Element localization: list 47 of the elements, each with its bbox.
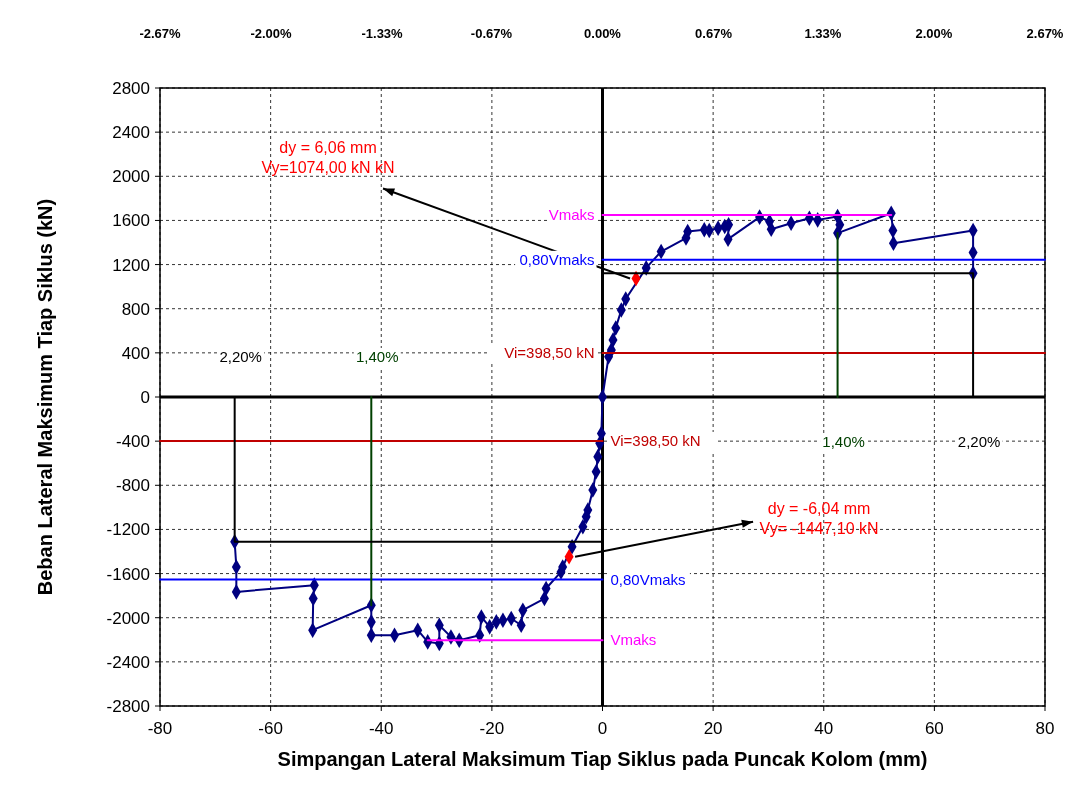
series-label: Vi=398,50 kN [504, 344, 595, 362]
x-tick-label: -60 [258, 719, 283, 738]
x2-tick-label: -2.00% [250, 26, 293, 41]
y-tick-label: 0 [140, 388, 150, 407]
x2-tick-label: -2.67% [139, 26, 182, 41]
x2-tick-label: -0.67% [470, 26, 513, 41]
x-tick-label: -20 [479, 719, 505, 738]
y-tick-label: 800 [121, 299, 150, 319]
x-axis-title: Simpangan Lateral Maksimum Tiap Siklus pada Puncak Kolom (mm) [277, 748, 928, 770]
y-tick-label: -1200 [106, 520, 150, 540]
x2-tick-label: 0.00% [584, 26, 622, 41]
text: 1,40% [822, 433, 865, 450]
x2-tick-label: 1.33% [804, 26, 842, 41]
y-tick-label: 2000 [112, 167, 150, 187]
x2-tick-label: 0.67% [695, 26, 733, 41]
x-tick-label: 0 [597, 719, 608, 738]
text: 2,20% [957, 433, 1001, 450]
x-tick-label: -80 [147, 719, 173, 738]
y-tick-label: -2800 [106, 697, 150, 716]
text: 2,20% [219, 348, 262, 365]
series-label: Vmaks [610, 631, 657, 649]
x-tick-label: 80 [1035, 719, 1055, 738]
series-label: 0,80Vmaks [519, 250, 595, 268]
text: 1,40% [356, 348, 399, 365]
annotation: dy = 6,06 mm Vy=1074,00 kN kN [261, 139, 395, 177]
y-tick-label: 400 [121, 343, 150, 363]
y-tick-label: -800 [115, 476, 150, 496]
x-tick-label: 20 [703, 719, 723, 738]
x-tick-label: 60 [924, 719, 944, 738]
y-tick-label: 2800 [112, 79, 150, 98]
y-tick-label: 2400 [112, 123, 150, 143]
x-tick-label: -40 [368, 719, 394, 738]
y-tick-label: -1600 [106, 564, 150, 584]
y-tick-label: -2400 [106, 652, 150, 672]
x2-tick-label: 2.00% [915, 26, 953, 41]
y-tick-label: -2000 [106, 608, 150, 628]
series-label: Vmaks [548, 205, 595, 223]
x2-tick-label: 2.67% [1026, 26, 1064, 41]
annotation: dy = -6,04 mm Vy= -1447,10 kN [759, 499, 879, 537]
y-tick-label: 1200 [112, 255, 150, 275]
y-tick-label: 1600 [112, 211, 150, 231]
y-axis-title: Beban Lateral Maksimum Tiap Siklus (kN) [34, 198, 56, 596]
x-tick-label: 40 [814, 719, 834, 738]
x2-tick-label: -1.33% [361, 26, 404, 41]
series-label: 0,80Vmaks [610, 570, 686, 588]
y-tick-label: -400 [115, 432, 150, 452]
series-label: Vi=398,50 kN [610, 431, 701, 449]
